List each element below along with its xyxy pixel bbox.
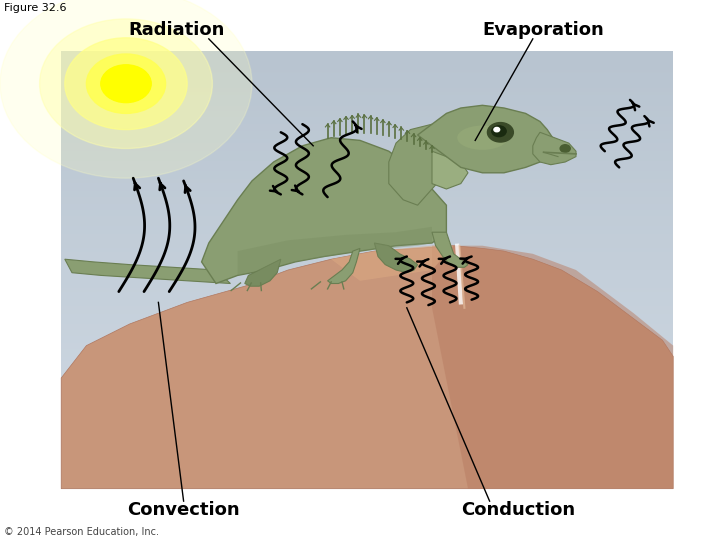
Polygon shape <box>432 246 673 489</box>
Circle shape <box>560 145 570 152</box>
Polygon shape <box>328 248 360 284</box>
Text: Conduction: Conduction <box>462 501 575 519</box>
Text: Radiation: Radiation <box>128 21 225 39</box>
Polygon shape <box>533 132 576 165</box>
Polygon shape <box>65 259 230 284</box>
Polygon shape <box>432 151 468 189</box>
Text: Figure 32.6: Figure 32.6 <box>4 3 66 13</box>
Polygon shape <box>61 246 673 489</box>
Circle shape <box>0 0 252 178</box>
Circle shape <box>492 126 506 137</box>
Polygon shape <box>202 138 446 284</box>
Polygon shape <box>238 227 432 275</box>
Text: © 2014 Pearson Education, Inc.: © 2014 Pearson Education, Inc. <box>4 527 158 537</box>
Polygon shape <box>418 105 554 173</box>
Polygon shape <box>374 243 418 273</box>
Ellipse shape <box>457 126 508 150</box>
Circle shape <box>494 127 500 132</box>
Polygon shape <box>331 246 454 281</box>
Circle shape <box>487 123 513 142</box>
Circle shape <box>86 54 166 113</box>
Polygon shape <box>432 232 468 267</box>
Circle shape <box>101 65 151 103</box>
Text: Evaporation: Evaporation <box>482 21 605 39</box>
Text: Convection: Convection <box>127 501 240 519</box>
Circle shape <box>65 38 187 130</box>
Polygon shape <box>245 259 281 286</box>
Circle shape <box>40 19 212 149</box>
Polygon shape <box>389 124 454 205</box>
